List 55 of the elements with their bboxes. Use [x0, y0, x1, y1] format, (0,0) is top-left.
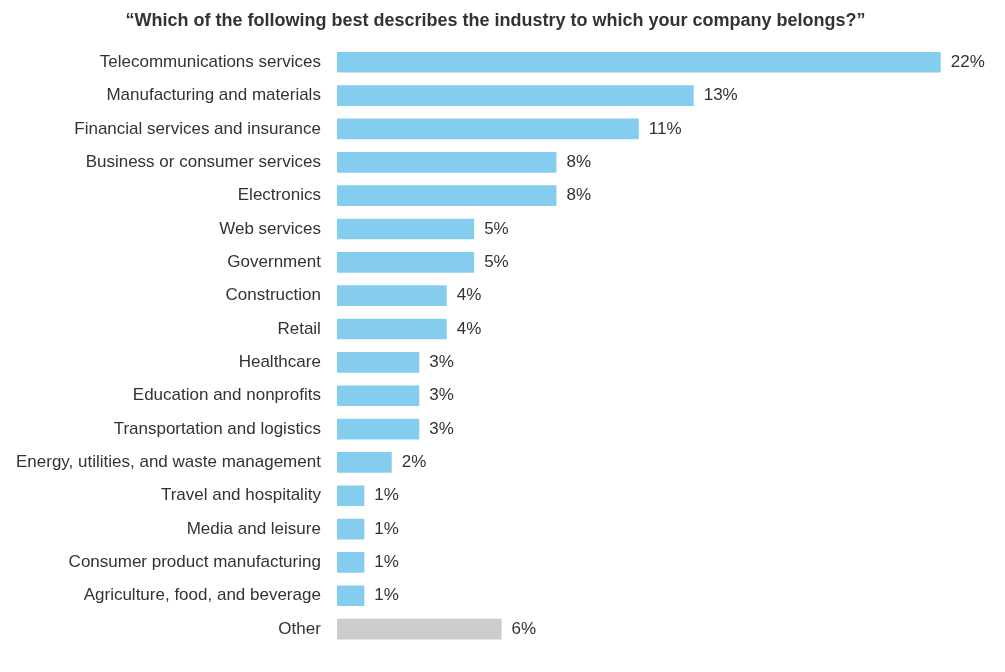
bar	[336, 452, 392, 473]
data-label: 22%	[950, 51, 985, 71]
bar	[336, 85, 694, 106]
y-tick-label: Travel and hospitality	[160, 485, 322, 505]
data-label: 1%	[374, 552, 399, 572]
bar	[336, 118, 639, 140]
y-tick-label: Web services	[219, 218, 321, 238]
y-tick-label: Other	[278, 618, 322, 638]
y-tick-label: Agriculture, food, and beverage	[83, 585, 321, 605]
data-label: 4%	[456, 285, 482, 305]
data-label: 1%	[374, 585, 399, 605]
data-label: 8%	[566, 185, 592, 205]
data-label: 3%	[429, 352, 454, 372]
data-label: 8%	[566, 151, 592, 171]
data-label: 1%	[374, 518, 399, 538]
bar	[336, 385, 420, 407]
y-tick-label: Energy, utilities, and waste management	[16, 452, 322, 472]
y-tick-label: Government	[227, 252, 322, 272]
bar	[336, 618, 502, 640]
y-tick-label: Consumer product manufacturing	[68, 552, 321, 572]
data-label: 1%	[374, 485, 399, 505]
bar	[336, 352, 420, 373]
bar	[336, 252, 475, 273]
data-label: 3%	[429, 385, 454, 405]
bar	[336, 518, 365, 540]
y-tick-label: Retail	[277, 318, 321, 338]
bar	[336, 285, 447, 307]
bar	[336, 552, 365, 573]
data-label: 5%	[484, 252, 509, 272]
data-label: 3%	[429, 418, 454, 438]
bar	[336, 418, 420, 440]
data-label: 11%	[648, 118, 682, 138]
bar	[336, 151, 557, 173]
bar	[336, 485, 365, 507]
bar	[336, 51, 941, 73]
y-tick-label: Transportation and logistics	[113, 418, 321, 438]
data-label: 13%	[703, 85, 738, 105]
bar	[336, 185, 557, 206]
y-tick-label: Business or consumer services	[85, 151, 321, 171]
bar	[336, 585, 365, 607]
bar	[336, 318, 447, 340]
data-label: 2%	[401, 452, 427, 472]
y-tick-label: Telecommunications services	[99, 51, 321, 71]
y-tick-label: Financial services and insurance	[74, 118, 321, 138]
data-label: 5%	[484, 218, 509, 238]
y-tick-label: Electronics	[237, 185, 321, 205]
y-tick-label: Manufacturing and materials	[106, 85, 321, 105]
y-tick-label: Construction	[225, 285, 321, 305]
data-label: 6%	[511, 618, 537, 638]
chart-title: “Which of the following best describes the industry to which your company belongs?”	[125, 9, 866, 30]
y-tick-label: Healthcare	[238, 352, 321, 372]
data-label: 4%	[456, 318, 482, 338]
y-tick-label: Media and leisure	[186, 518, 321, 538]
y-tick-label: Education and nonprofits	[132, 385, 321, 405]
bar	[336, 218, 475, 240]
